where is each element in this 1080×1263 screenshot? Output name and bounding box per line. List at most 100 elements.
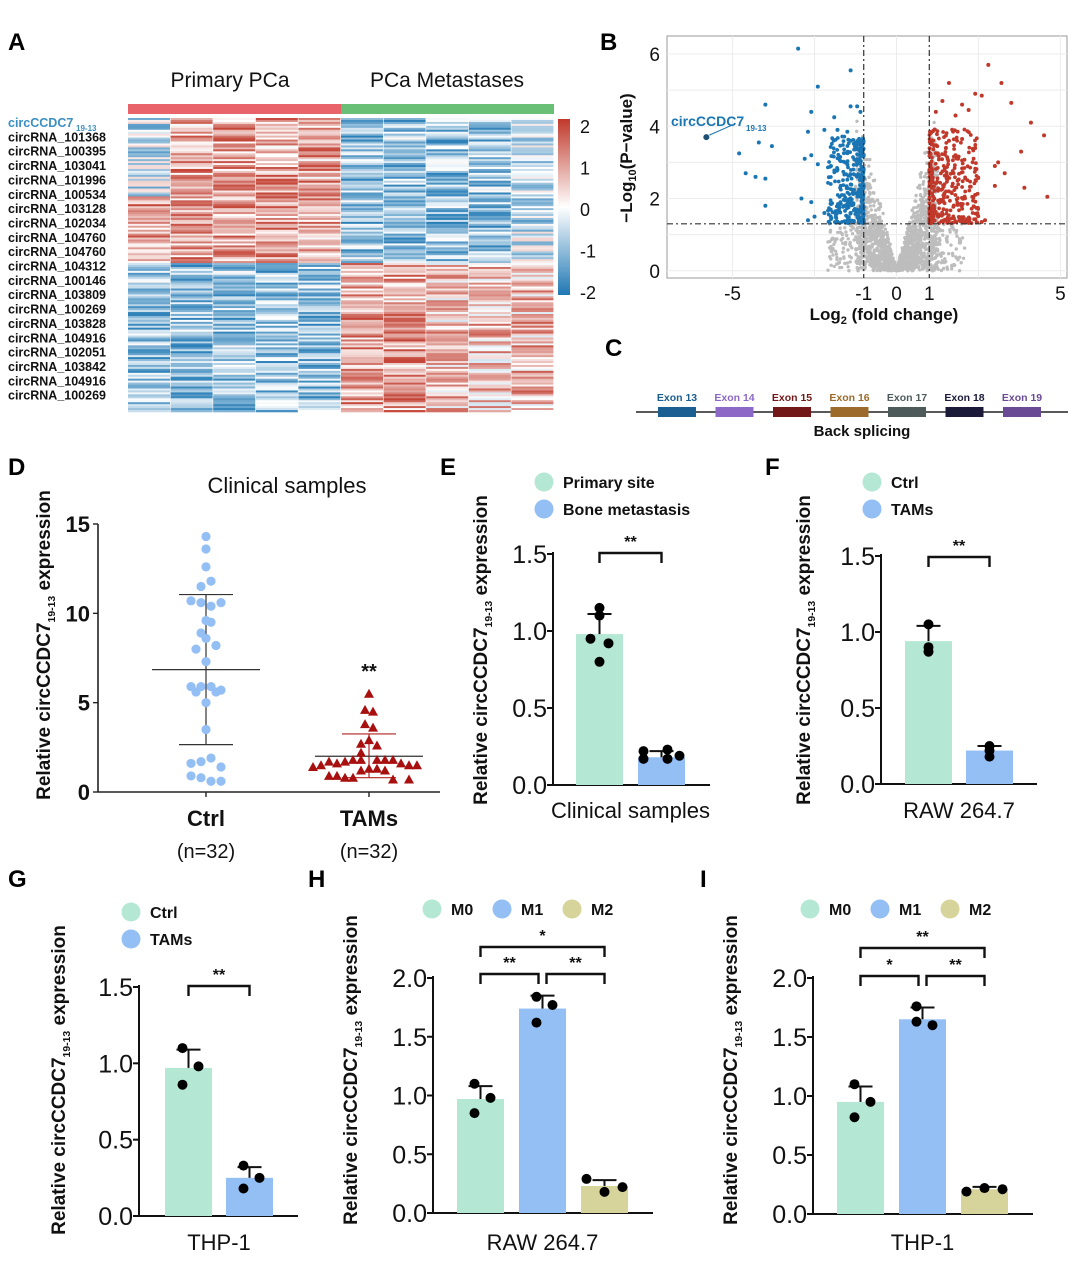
volcano-point-ns [835, 257, 839, 262]
heatmap-cell [383, 296, 426, 299]
volcano-point-up [952, 166, 957, 171]
volcano-point-ns [934, 233, 938, 237]
heatmap-cell [255, 237, 298, 240]
data-point-tams [324, 770, 334, 780]
volcano-point-up [970, 211, 975, 215]
n-label: (n=32) [340, 841, 398, 863]
significance-label: ** [569, 955, 582, 972]
volcano-point-ns [844, 233, 849, 238]
heatmap-cell [128, 274, 170, 278]
heatmap-cell [383, 335, 426, 338]
heatmap-cell [213, 200, 256, 203]
volcano-point-up [973, 143, 978, 147]
volcano-point-ns [923, 191, 927, 195]
heatmap-cell [128, 300, 170, 303]
heatmap-cell [383, 288, 426, 291]
data-point [485, 1092, 496, 1103]
volcano-point-down [854, 143, 859, 147]
volcano-point-ns [865, 255, 869, 259]
heatmap-cell [170, 139, 213, 142]
heatmap-cell [213, 172, 256, 176]
heatmap-cell [341, 245, 383, 248]
y-axis-label: Relative circCCDC719-13 expression [341, 915, 365, 1225]
heatmap-cell [213, 376, 256, 379]
heatmap-cell [426, 157, 469, 160]
volcano-point-up [954, 220, 959, 225]
volcano-point-down [848, 68, 853, 73]
annotation-leader [709, 123, 735, 136]
heatmap-cell [426, 118, 469, 121]
heatmap-cell [255, 204, 298, 207]
heatmap-cell [341, 243, 383, 246]
heatmap-cell [383, 212, 426, 215]
heatmap-cell [255, 317, 298, 321]
heatmap-cell [511, 231, 554, 234]
heatmap-cell [341, 135, 383, 138]
heatmap-cell [128, 304, 170, 307]
heatmap-cell [298, 190, 341, 193]
heatmap-cell [511, 278, 554, 281]
heatmap-cell [383, 259, 426, 262]
heatmap-cell [341, 265, 383, 268]
heatmap-cell [426, 129, 469, 133]
panel-label-e: E [440, 454, 456, 481]
heatmap-cell [511, 206, 554, 209]
heatmap-cell [128, 155, 170, 158]
heatmap-cell [255, 323, 298, 327]
heatmap-cell [298, 208, 341, 211]
y-tick-label: 1.0 [840, 619, 875, 647]
heatmap-row-label: circRNA_100269 [8, 303, 106, 317]
heatmap-cell [298, 259, 341, 262]
heatmap-cell [170, 333, 213, 336]
heatmap-cell [128, 161, 170, 164]
heatmap-cell [170, 361, 213, 364]
heatmap-cell [426, 321, 469, 325]
heatmap-cell [511, 396, 554, 399]
heatmap-cell [298, 364, 341, 368]
group-bar-metastases [341, 104, 554, 114]
heatmap-cell [341, 165, 383, 168]
volcano-point-up [939, 213, 944, 218]
heatmap-cell [170, 219, 213, 223]
heatmap-cell [298, 276, 341, 280]
volcano-point-ns [929, 229, 934, 233]
heatmap-cell [468, 361, 511, 364]
heatmap-cell [426, 366, 469, 370]
heatmap-cell [341, 404, 383, 407]
volcano-point-ns [958, 255, 962, 259]
heatmap-cell [298, 216, 341, 219]
y-tick-label: 1.5 [840, 543, 875, 571]
data-point-tams [340, 756, 350, 766]
heatmap-cell [468, 290, 511, 293]
heatmap-cell [426, 233, 469, 236]
volcano-point-down [835, 219, 840, 224]
heatmap-cell [511, 390, 554, 393]
heatmap-cell [468, 227, 511, 231]
heatmap-cell [341, 239, 383, 242]
volcano-point-ns [858, 261, 862, 265]
volcano-point-ns [828, 246, 832, 250]
heatmap-cell [383, 374, 426, 378]
heatmap-cell [255, 167, 298, 170]
volcano-point-ns [906, 231, 910, 236]
data-point-ctrl [206, 753, 216, 763]
heatmap-cell [170, 255, 213, 258]
volcano-point-ns [846, 248, 850, 252]
volcano-point-down [838, 187, 843, 192]
volcano-point-up [973, 178, 978, 183]
volcano-point-up [930, 180, 935, 184]
data-point-ctrl [186, 771, 196, 781]
volcano-point-up [963, 189, 968, 194]
heatmap-cell [213, 186, 256, 189]
heatmap-row-label: circRNA_100395 [8, 145, 106, 159]
heatmap-cell [468, 372, 511, 376]
exon-label: Exon 19 [1002, 392, 1042, 404]
heatmap-cell [341, 123, 383, 127]
volcano-point-ns [921, 210, 925, 214]
heatmap-cell [213, 312, 256, 315]
volcano-point-ns [939, 261, 944, 265]
heatmap-cell [383, 280, 426, 283]
heatmap-cell [426, 198, 469, 201]
heatmap-cell [383, 245, 426, 248]
volcano-point-ns [907, 237, 912, 241]
